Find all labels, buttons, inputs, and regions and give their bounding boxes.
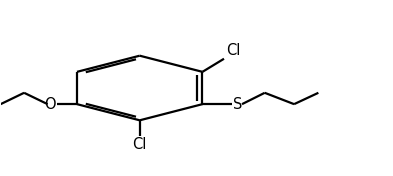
Text: S: S: [233, 97, 242, 112]
Text: Cl: Cl: [226, 43, 241, 58]
Text: Cl: Cl: [132, 137, 147, 152]
Text: O: O: [44, 97, 56, 112]
